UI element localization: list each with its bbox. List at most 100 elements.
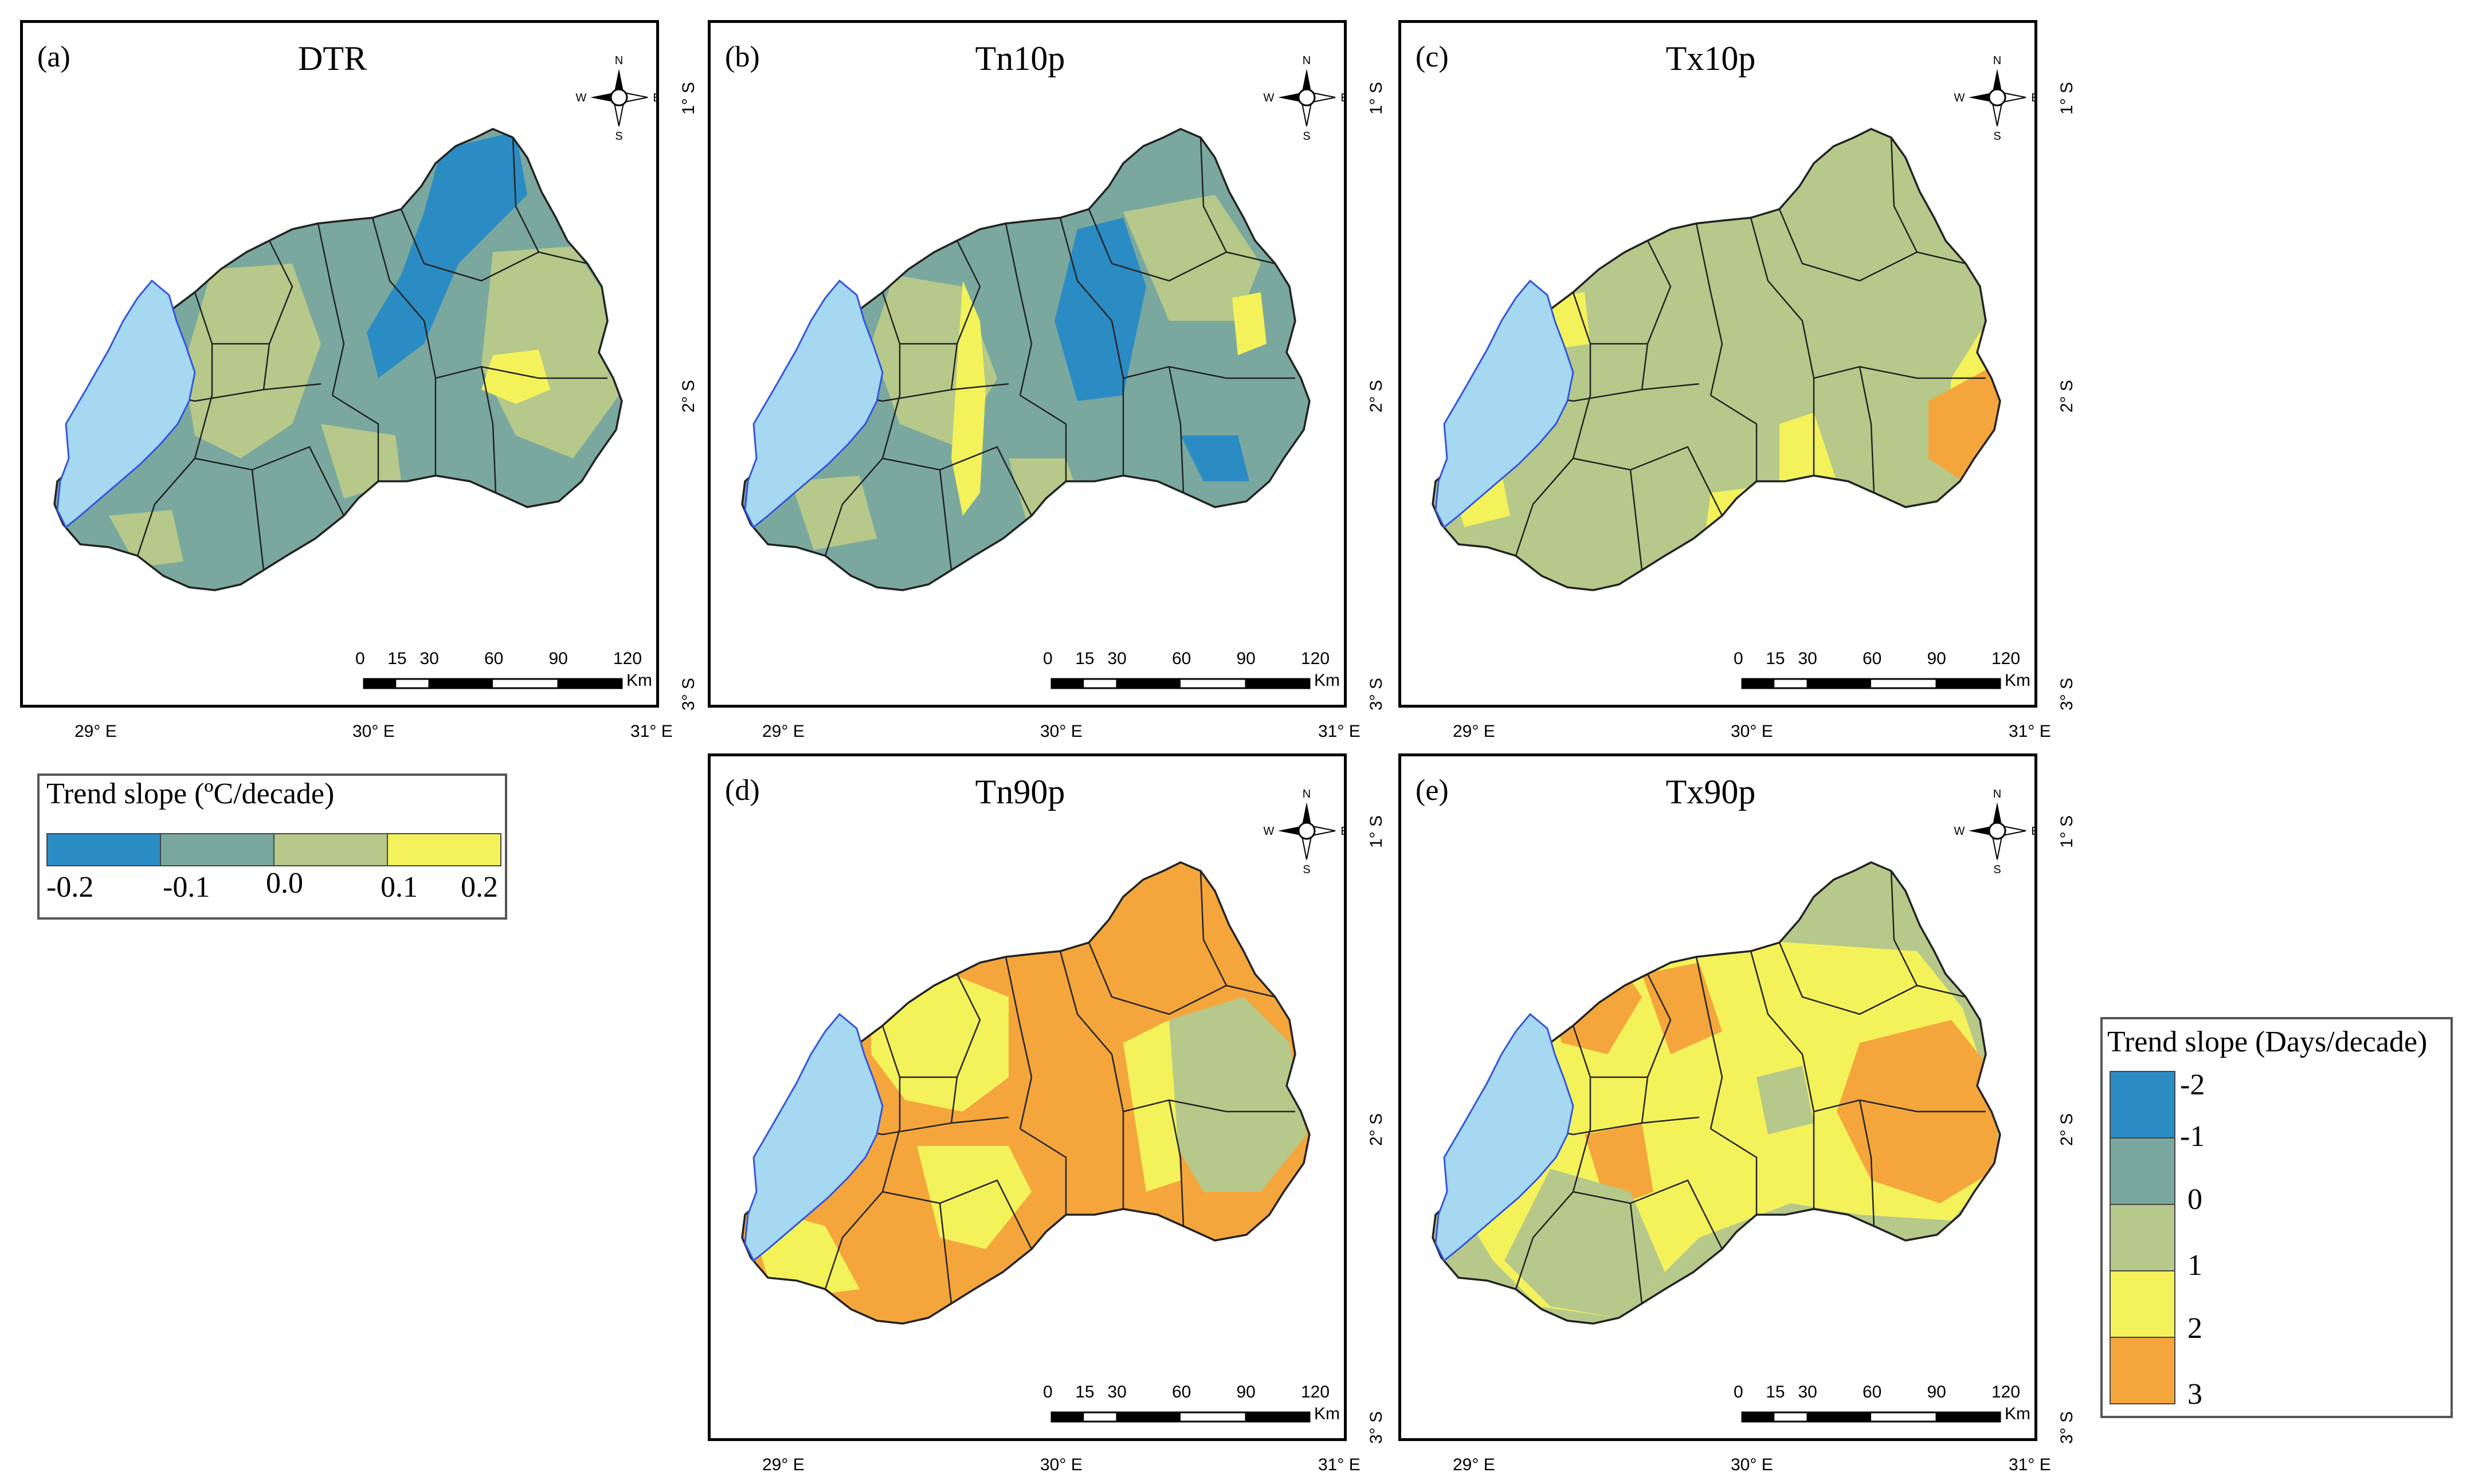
- panel-label: (d): [725, 774, 760, 807]
- district-boundary: [1059, 951, 1124, 1112]
- district-boundary: [194, 292, 213, 459]
- scale-bar-segment: [1116, 679, 1181, 688]
- trend-zone: [1123, 1020, 1181, 1192]
- legend-label: 2: [2187, 1312, 2202, 1345]
- district-boundary: [1199, 870, 1276, 998]
- district-boundary: [900, 973, 981, 1078]
- district-boundary: [1695, 956, 1723, 1129]
- trend-zone: [183, 264, 321, 458]
- country-map: [741, 861, 1311, 1325]
- district-boundary: [1859, 1100, 1875, 1227]
- district-boundary: [1005, 956, 1033, 1129]
- legend-swatch: [2110, 1270, 2175, 1338]
- trend-zone: [917, 1146, 1032, 1249]
- district-boundary: [939, 1203, 952, 1304]
- longitude-label: 29° E: [762, 722, 805, 741]
- north-arrow-icon: N S E W: [1954, 788, 2034, 876]
- legend-swatch: [160, 833, 275, 866]
- scale-bar-segment: [1806, 1412, 1871, 1422]
- map-tx90p: N S E W: [1432, 788, 2034, 1423]
- scale-unit-label: Km: [1314, 671, 1340, 690]
- longitude-label: 30° E: [1040, 1455, 1083, 1474]
- district-boundary: [1629, 469, 1643, 571]
- scale-tick-label: 15: [1766, 1383, 1785, 1401]
- longitude-label: 31° E: [630, 722, 673, 741]
- country-outline: [53, 128, 623, 591]
- compass-s-label: S: [1993, 130, 2001, 143]
- legend-swatch: [46, 833, 161, 866]
- legend-days: Trend slope (Days/decade) -2 -1 0 1 2 3: [2100, 1017, 2453, 1418]
- panel-title: Tn90p: [975, 773, 1065, 811]
- scale-tick-label: 60: [1172, 649, 1191, 668]
- scale-tick-label: 30: [419, 649, 439, 668]
- district-boundary: [1515, 1191, 1574, 1290]
- district-boundary: [1778, 209, 1918, 282]
- legend-label: -1: [2180, 1120, 2205, 1153]
- district-boundary: [1088, 209, 1227, 282]
- scale-tick-label: 60: [1863, 1383, 1882, 1401]
- trend-zone: [1504, 1169, 1665, 1318]
- longitude-label: 29° E: [75, 722, 117, 741]
- legend-label: -2: [2180, 1069, 2205, 1101]
- district-boundary: [1750, 217, 1815, 379]
- latitude-label: 3° S: [2057, 1411, 2076, 1444]
- longitude-label: 31° E: [1318, 722, 1361, 741]
- district-boundary: [1572, 292, 1591, 459]
- scale-unit-label: Km: [2005, 1404, 2030, 1423]
- scale-bar-segment: [364, 679, 397, 688]
- scale-tick-label: 0: [1734, 1383, 1743, 1401]
- compass-n-label: N: [615, 54, 623, 67]
- district-boundary: [1515, 458, 1574, 556]
- latitude-label: 1° S: [1367, 81, 1386, 115]
- scale-tick-label: 120: [1301, 649, 1330, 668]
- district-boundary: [824, 458, 883, 556]
- district-boundary: [1573, 446, 1723, 516]
- latitude-label: 2° S: [2057, 1113, 2076, 1146]
- country-map: [1432, 128, 2001, 591]
- map-tn10p: N S E W: [741, 54, 1347, 689]
- map-dtr: N S E W: [53, 54, 656, 689]
- country-map: [1432, 861, 2001, 1325]
- legend-title: Trend slope (Days/decade): [2107, 1026, 2428, 1058]
- trend-zone: [1123, 195, 1261, 321]
- map-panel-tn10p: N S E W (b) Tn10p: [708, 20, 1347, 708]
- scale-tick-label: 30: [1798, 649, 1817, 668]
- compass-n-label: N: [1993, 54, 2001, 67]
- district-boundary: [1778, 942, 1918, 1015]
- legend-label: 3: [2187, 1378, 2202, 1411]
- district-boundary: [1020, 394, 1067, 481]
- legend-temperature: Trend slope (ºC/decade) -0.2 -0.1 0.0 0.…: [37, 774, 507, 920]
- latitude-label: 3° S: [2057, 677, 2076, 710]
- scale-tick-label: 15: [1075, 1383, 1095, 1401]
- compass-s-label: S: [1993, 863, 2001, 876]
- trend-zone: [1232, 292, 1267, 355]
- scale-bar-segment: [428, 679, 493, 688]
- scale-tick-label: 30: [1107, 1383, 1127, 1401]
- scale-tick-label: 0: [355, 649, 365, 668]
- compass-center: [1988, 822, 2006, 840]
- scale-tick-label: 0: [1734, 649, 1743, 668]
- latitude-label: 2° S: [1367, 379, 1386, 413]
- compass-w-label: W: [576, 92, 587, 104]
- district-boundary: [1641, 1077, 1649, 1124]
- north-arrow-icon: N S E W: [1954, 54, 2034, 143]
- district-boundary: [1123, 366, 1295, 379]
- compass-e-label: E: [1340, 92, 1347, 104]
- latitude-label: 3° S: [679, 677, 698, 710]
- district-boundary: [1020, 1128, 1067, 1215]
- district-boundary: [882, 446, 1033, 516]
- scale-bar: [1050, 678, 1311, 689]
- legend-swatch: [387, 833, 501, 866]
- compass-n-label: N: [1303, 54, 1311, 67]
- lake-kivu: [744, 1012, 884, 1262]
- legend-label: 0.1: [381, 871, 418, 904]
- trend-zones: [109, 132, 619, 567]
- district-boundaries: [824, 137, 1295, 571]
- district-boundary: [1572, 1025, 1591, 1192]
- district-boundary: [1890, 137, 1966, 265]
- district-boundary: [1168, 366, 1185, 493]
- trend-zone: [1020, 567, 1077, 590]
- trend-zone: [1054, 218, 1146, 401]
- north-arrow-icon: N S E W: [1264, 54, 1347, 143]
- district-boundary: [1859, 366, 1875, 493]
